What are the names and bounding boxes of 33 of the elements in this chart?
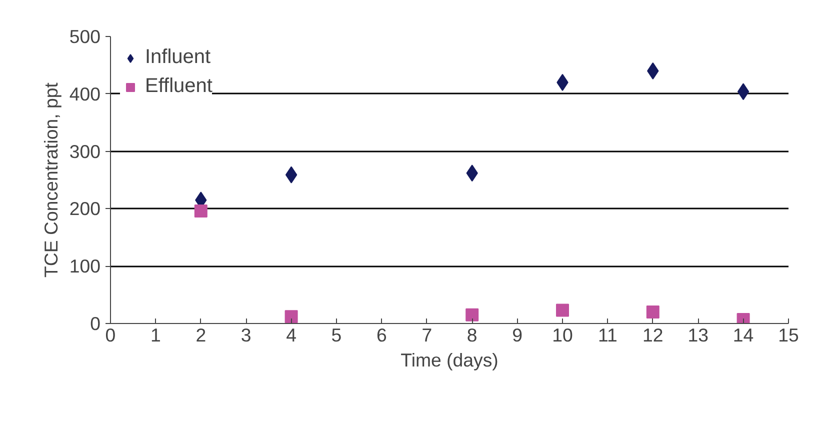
point: [284, 310, 298, 324]
x-tick-label: 6: [376, 324, 387, 346]
point: [466, 308, 479, 322]
y-tick-label: 300: [69, 140, 101, 162]
x-tick-label: 9: [512, 324, 523, 346]
x-tick-label: 7: [422, 324, 432, 346]
point: [556, 304, 569, 317]
legend-label: Effluent: [145, 75, 212, 98]
x-tick-label: 1: [150, 324, 161, 346]
point: [737, 83, 750, 100]
x-tick-label: 11: [598, 324, 618, 346]
legend-label: Influent: [145, 46, 211, 69]
x-tick-label: 12: [642, 324, 664, 346]
point: [285, 166, 298, 184]
x-tick-label: 8: [466, 324, 478, 346]
x-tick-label: 0: [105, 324, 116, 346]
y-axis-title: TCE Concentration, ppt: [40, 82, 62, 278]
x-tick-label: 4: [286, 324, 297, 346]
y-tick-label: 500: [69, 26, 101, 47]
x-tick-label: 13: [688, 324, 708, 346]
x-tick-label: 3: [240, 324, 252, 346]
x-tick-label: 10: [552, 324, 573, 346]
x-axis-title: Time (days): [400, 350, 498, 370]
point: [736, 312, 750, 324]
x-tick-label: 2: [196, 324, 206, 346]
x-tick-label: 14: [732, 324, 754, 346]
x-tick-label: 5: [331, 324, 342, 346]
point: [646, 306, 660, 319]
y-tick-label: 200: [69, 198, 101, 220]
y-tick-label: 100: [69, 256, 101, 277]
y-tick-label: 400: [69, 83, 101, 104]
point: [194, 204, 208, 218]
x-tick-label: 15: [778, 324, 799, 346]
